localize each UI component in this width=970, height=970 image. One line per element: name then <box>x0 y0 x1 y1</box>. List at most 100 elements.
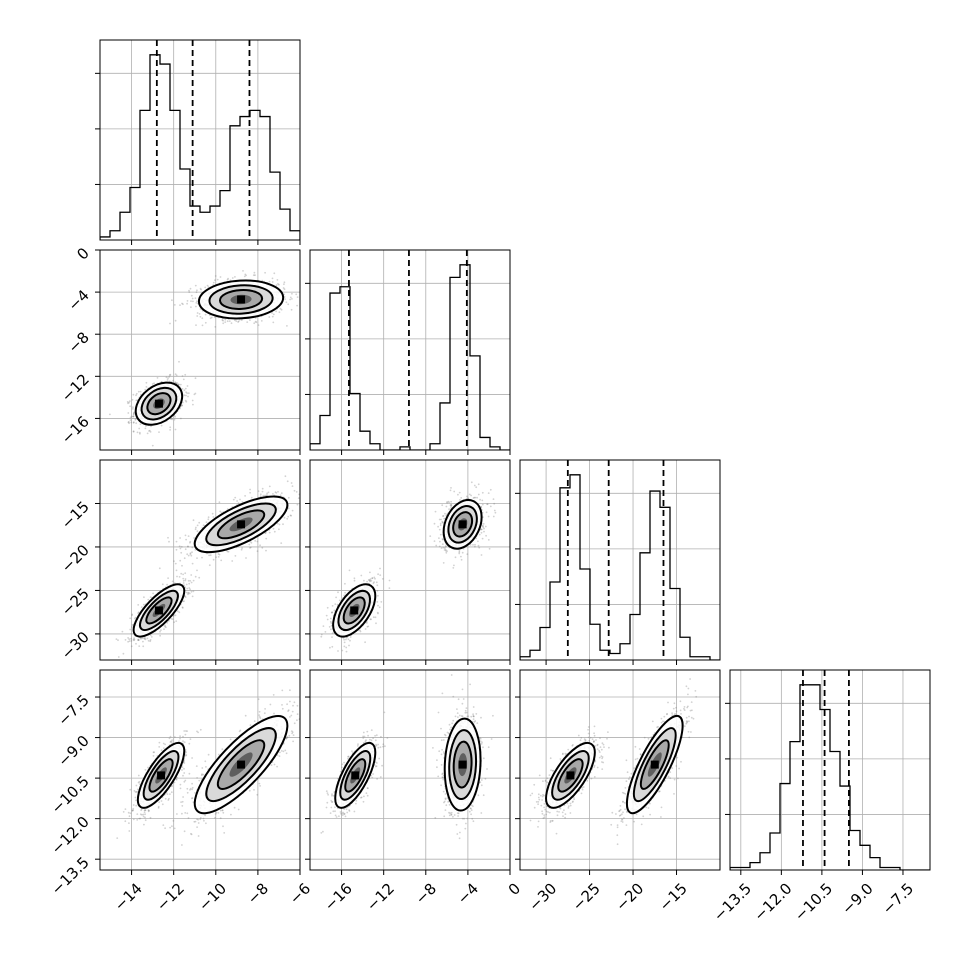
scatter-point <box>289 514 292 517</box>
scatter-point <box>201 773 203 775</box>
scatter-point <box>179 304 181 306</box>
scatter-point <box>130 645 133 648</box>
scatter-point <box>187 535 190 537</box>
scatter-point <box>277 490 279 493</box>
scatter-point <box>142 637 144 639</box>
scatter-point <box>127 412 130 414</box>
scatter-point <box>136 819 139 821</box>
scatter-point <box>208 564 211 567</box>
scatter-point <box>249 488 252 491</box>
scatter-point <box>148 429 151 432</box>
scatter-point <box>185 394 187 397</box>
scatter-point <box>199 728 202 731</box>
scatter-point <box>176 813 178 815</box>
scatter-point <box>137 774 140 777</box>
scatter-point <box>242 270 244 272</box>
scatter-point <box>169 741 172 743</box>
scatter-point <box>199 287 202 290</box>
scatter-point <box>132 809 134 812</box>
scatter-point <box>187 554 190 557</box>
scatter-point <box>179 737 181 740</box>
scatter-point <box>194 548 197 551</box>
scatter-point <box>167 577 170 579</box>
scatter-point <box>259 544 261 547</box>
scatter-point <box>286 325 288 327</box>
scatter-point <box>158 746 161 748</box>
scatter-point <box>277 283 279 285</box>
scatter-point <box>250 541 253 544</box>
scatter-point <box>180 417 182 420</box>
scatter-point <box>202 817 205 820</box>
scatter-point <box>255 321 258 324</box>
density-content <box>100 250 300 450</box>
scatter-point <box>128 400 131 403</box>
scatter-point <box>261 490 264 493</box>
scatter-point <box>176 610 179 613</box>
scatter-point <box>160 749 163 752</box>
scatter-point <box>286 480 289 483</box>
scatter-point <box>271 315 274 318</box>
scatter-point <box>134 796 137 799</box>
scatter-point <box>207 518 210 521</box>
scatter-point <box>171 739 174 742</box>
scatter-point <box>137 639 140 641</box>
scatter-point <box>132 415 134 418</box>
scatter-point <box>147 598 150 601</box>
scatter-point <box>135 804 138 807</box>
scatter-point <box>278 528 280 531</box>
scatter-point <box>146 637 149 640</box>
scatter-point <box>283 281 286 284</box>
scatter-point <box>260 320 263 322</box>
scatter-point <box>109 413 111 416</box>
scatter-point <box>194 528 197 531</box>
scatter-point <box>290 482 293 484</box>
scatter-point <box>184 596 187 598</box>
scatter-point <box>143 823 145 826</box>
scatter-point <box>256 550 259 553</box>
scatter-point <box>144 769 147 771</box>
scatter-point <box>248 543 251 546</box>
scatter-point <box>188 772 191 775</box>
scatter-point <box>157 805 160 808</box>
scatter-point <box>234 496 237 499</box>
scatter-point <box>232 498 235 501</box>
scatter-point <box>182 577 185 580</box>
scatter-point <box>196 569 198 572</box>
scatter-point <box>214 326 217 328</box>
scatter-point <box>192 579 195 582</box>
scatter-point <box>179 547 182 550</box>
scatter-point <box>128 422 131 425</box>
scatter-point <box>185 751 187 754</box>
scatter-point <box>169 418 172 420</box>
scatter-point <box>171 299 173 302</box>
scatter-point <box>178 611 181 614</box>
scatter-point <box>192 519 195 522</box>
scatter-point <box>220 511 223 514</box>
scatter-point <box>161 583 164 586</box>
scatter-point <box>127 637 129 639</box>
scatter-point <box>181 769 183 771</box>
scatter-point <box>144 809 147 811</box>
scatter-point <box>191 786 194 789</box>
scatter-point <box>166 621 169 624</box>
scatter-point <box>179 787 182 790</box>
scatter-point <box>121 630 124 633</box>
scatter-point <box>127 421 130 423</box>
scatter-point <box>192 590 195 593</box>
scatter-point <box>185 730 187 732</box>
scatter-point <box>291 732 293 735</box>
scatter-point <box>129 419 132 421</box>
scatter-point <box>173 560 175 562</box>
scatter-point <box>196 524 199 527</box>
scatter-point <box>244 495 247 497</box>
scatter-point <box>132 804 135 806</box>
scatter-point <box>291 509 294 512</box>
scatter-point <box>144 388 147 391</box>
scatter-point <box>196 315 199 317</box>
scatter-point <box>122 811 125 813</box>
scatter-point <box>192 403 194 406</box>
scatter-point <box>271 277 274 280</box>
scatter-point <box>283 296 286 298</box>
scatter-point <box>275 284 278 287</box>
scatter-point <box>180 572 183 575</box>
